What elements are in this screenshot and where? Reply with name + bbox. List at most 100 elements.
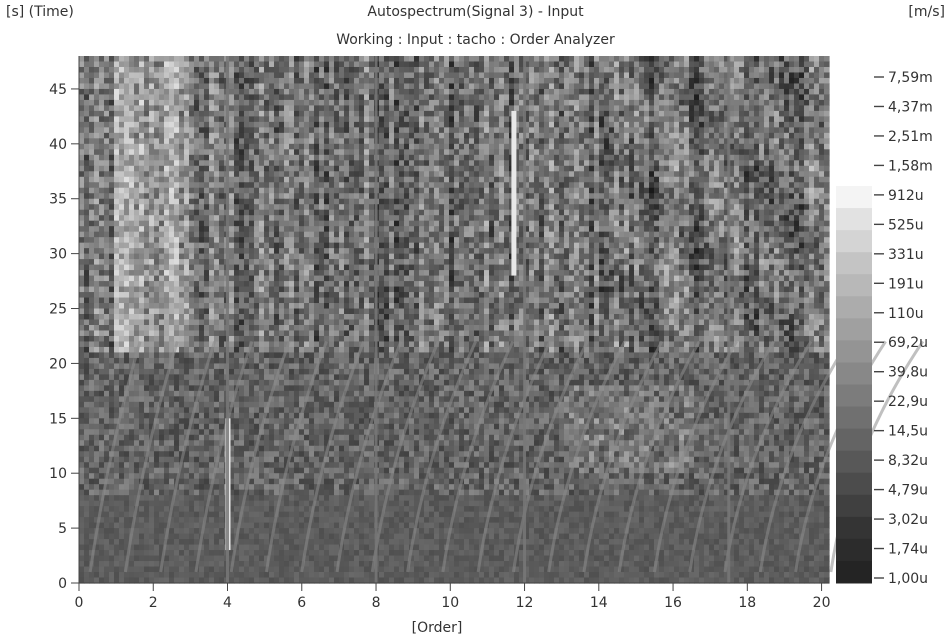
heatmap-cell bbox=[539, 198, 545, 205]
heatmap-cell bbox=[104, 77, 110, 85]
heatmap-cell bbox=[344, 61, 350, 68]
heatmap-cell bbox=[584, 138, 590, 145]
heatmap-cell bbox=[199, 220, 205, 227]
heatmap-cell bbox=[129, 66, 135, 74]
heatmap-cell bbox=[269, 187, 275, 194]
heatmap-cell bbox=[339, 187, 345, 194]
heatmap-cell bbox=[164, 204, 170, 211]
heatmap-cell bbox=[309, 127, 315, 134]
heatmap-cell bbox=[199, 182, 205, 189]
heatmap-cell bbox=[579, 56, 585, 63]
heatmap-cell bbox=[584, 77, 590, 85]
heatmap-cell bbox=[309, 215, 315, 222]
heatmap-cell bbox=[424, 171, 430, 178]
heatmap-cell bbox=[774, 132, 780, 139]
heatmap-cell bbox=[659, 105, 665, 112]
heatmap-cell bbox=[394, 83, 400, 90]
heatmap-cell bbox=[704, 204, 710, 211]
heatmap-cell bbox=[624, 182, 630, 189]
heatmap-cell bbox=[299, 105, 305, 112]
heatmap-cell bbox=[454, 149, 460, 156]
heatmap-cell bbox=[319, 116, 325, 123]
heatmap-cell bbox=[424, 105, 430, 112]
heatmap-cell bbox=[399, 105, 405, 112]
heatmap-cell bbox=[654, 72, 660, 79]
heatmap-cell bbox=[354, 176, 360, 183]
heatmap-cell bbox=[709, 94, 715, 101]
heatmap-cell bbox=[609, 176, 615, 183]
heatmap-cell bbox=[279, 171, 285, 178]
heatmap-cell bbox=[779, 116, 785, 123]
heatmap-cell bbox=[459, 132, 465, 139]
heatmap-cell bbox=[114, 61, 120, 68]
heatmap-cell bbox=[669, 77, 675, 85]
heatmap-cell bbox=[429, 110, 435, 117]
heatmap-cell bbox=[639, 94, 645, 101]
heatmap-cell bbox=[514, 66, 520, 74]
heatmap-cell bbox=[709, 66, 715, 74]
heatmap-cell bbox=[104, 61, 110, 68]
heatmap-cell bbox=[94, 132, 100, 139]
heatmap-cell bbox=[399, 226, 405, 233]
heatmap-cell bbox=[799, 176, 805, 183]
heatmap-cell bbox=[264, 99, 270, 107]
heatmap-cell bbox=[234, 110, 240, 117]
heatmap-cell bbox=[89, 215, 95, 222]
heatmap-cell bbox=[539, 160, 545, 167]
heatmap-cell bbox=[384, 88, 390, 96]
heatmap-cell bbox=[734, 138, 740, 145]
heatmap-cell bbox=[504, 160, 510, 167]
heatmap-cell bbox=[524, 154, 530, 161]
heatmap-cell bbox=[694, 226, 700, 233]
heatmap-cell bbox=[529, 198, 535, 205]
heatmap-cell bbox=[294, 94, 300, 101]
heatmap-cell bbox=[289, 138, 295, 145]
heatmap-cell bbox=[669, 198, 675, 205]
heatmap-cell bbox=[209, 154, 215, 161]
heatmap-cell bbox=[184, 61, 190, 68]
heatmap-cell bbox=[789, 220, 795, 227]
heatmap-cell bbox=[594, 220, 600, 227]
heatmap-cell bbox=[134, 237, 140, 244]
heatmap-cell bbox=[679, 160, 685, 167]
heatmap-cell bbox=[99, 182, 105, 189]
heatmap-cell bbox=[284, 176, 290, 183]
heatmap-cell bbox=[679, 56, 685, 63]
heatmap-cell bbox=[104, 171, 110, 178]
heatmap-cell bbox=[369, 88, 375, 96]
heatmap-cell bbox=[729, 215, 735, 222]
heatmap-cell bbox=[659, 127, 665, 134]
heatmap-cell bbox=[249, 198, 255, 205]
heatmap-cell bbox=[199, 66, 205, 74]
heatmap-cell bbox=[544, 66, 550, 74]
heatmap-cell bbox=[404, 193, 410, 200]
heatmap-cell bbox=[754, 99, 760, 107]
heatmap-cell bbox=[334, 160, 340, 167]
heatmap-cell bbox=[409, 204, 415, 211]
heatmap-cell bbox=[439, 226, 445, 233]
heatmap-cell bbox=[449, 176, 455, 183]
heatmap-cell bbox=[404, 105, 410, 112]
heatmap-cell bbox=[674, 56, 680, 63]
heatmap-cell bbox=[79, 220, 85, 227]
heatmap-cell bbox=[339, 61, 345, 68]
heatmap-cell bbox=[149, 110, 155, 117]
heatmap-cell bbox=[379, 83, 385, 90]
heatmap-cell bbox=[264, 61, 270, 68]
heatmap-cell bbox=[574, 88, 580, 96]
heatmap-cell bbox=[674, 132, 680, 139]
heatmap-cell bbox=[759, 160, 765, 167]
heatmap-cell bbox=[674, 116, 680, 123]
heatmap-cell bbox=[629, 187, 635, 194]
heatmap-cell bbox=[479, 105, 485, 112]
heatmap-cell bbox=[534, 99, 540, 107]
heatmap-cell bbox=[664, 149, 670, 156]
heatmap-cell bbox=[274, 215, 280, 222]
heatmap-cell bbox=[474, 143, 480, 150]
heatmap-cell bbox=[394, 94, 400, 101]
heatmap-cell bbox=[119, 105, 125, 112]
heatmap-cell bbox=[819, 220, 825, 227]
heatmap-cell bbox=[369, 116, 375, 123]
heatmap-cell bbox=[169, 171, 175, 178]
heatmap-cell bbox=[264, 88, 270, 96]
